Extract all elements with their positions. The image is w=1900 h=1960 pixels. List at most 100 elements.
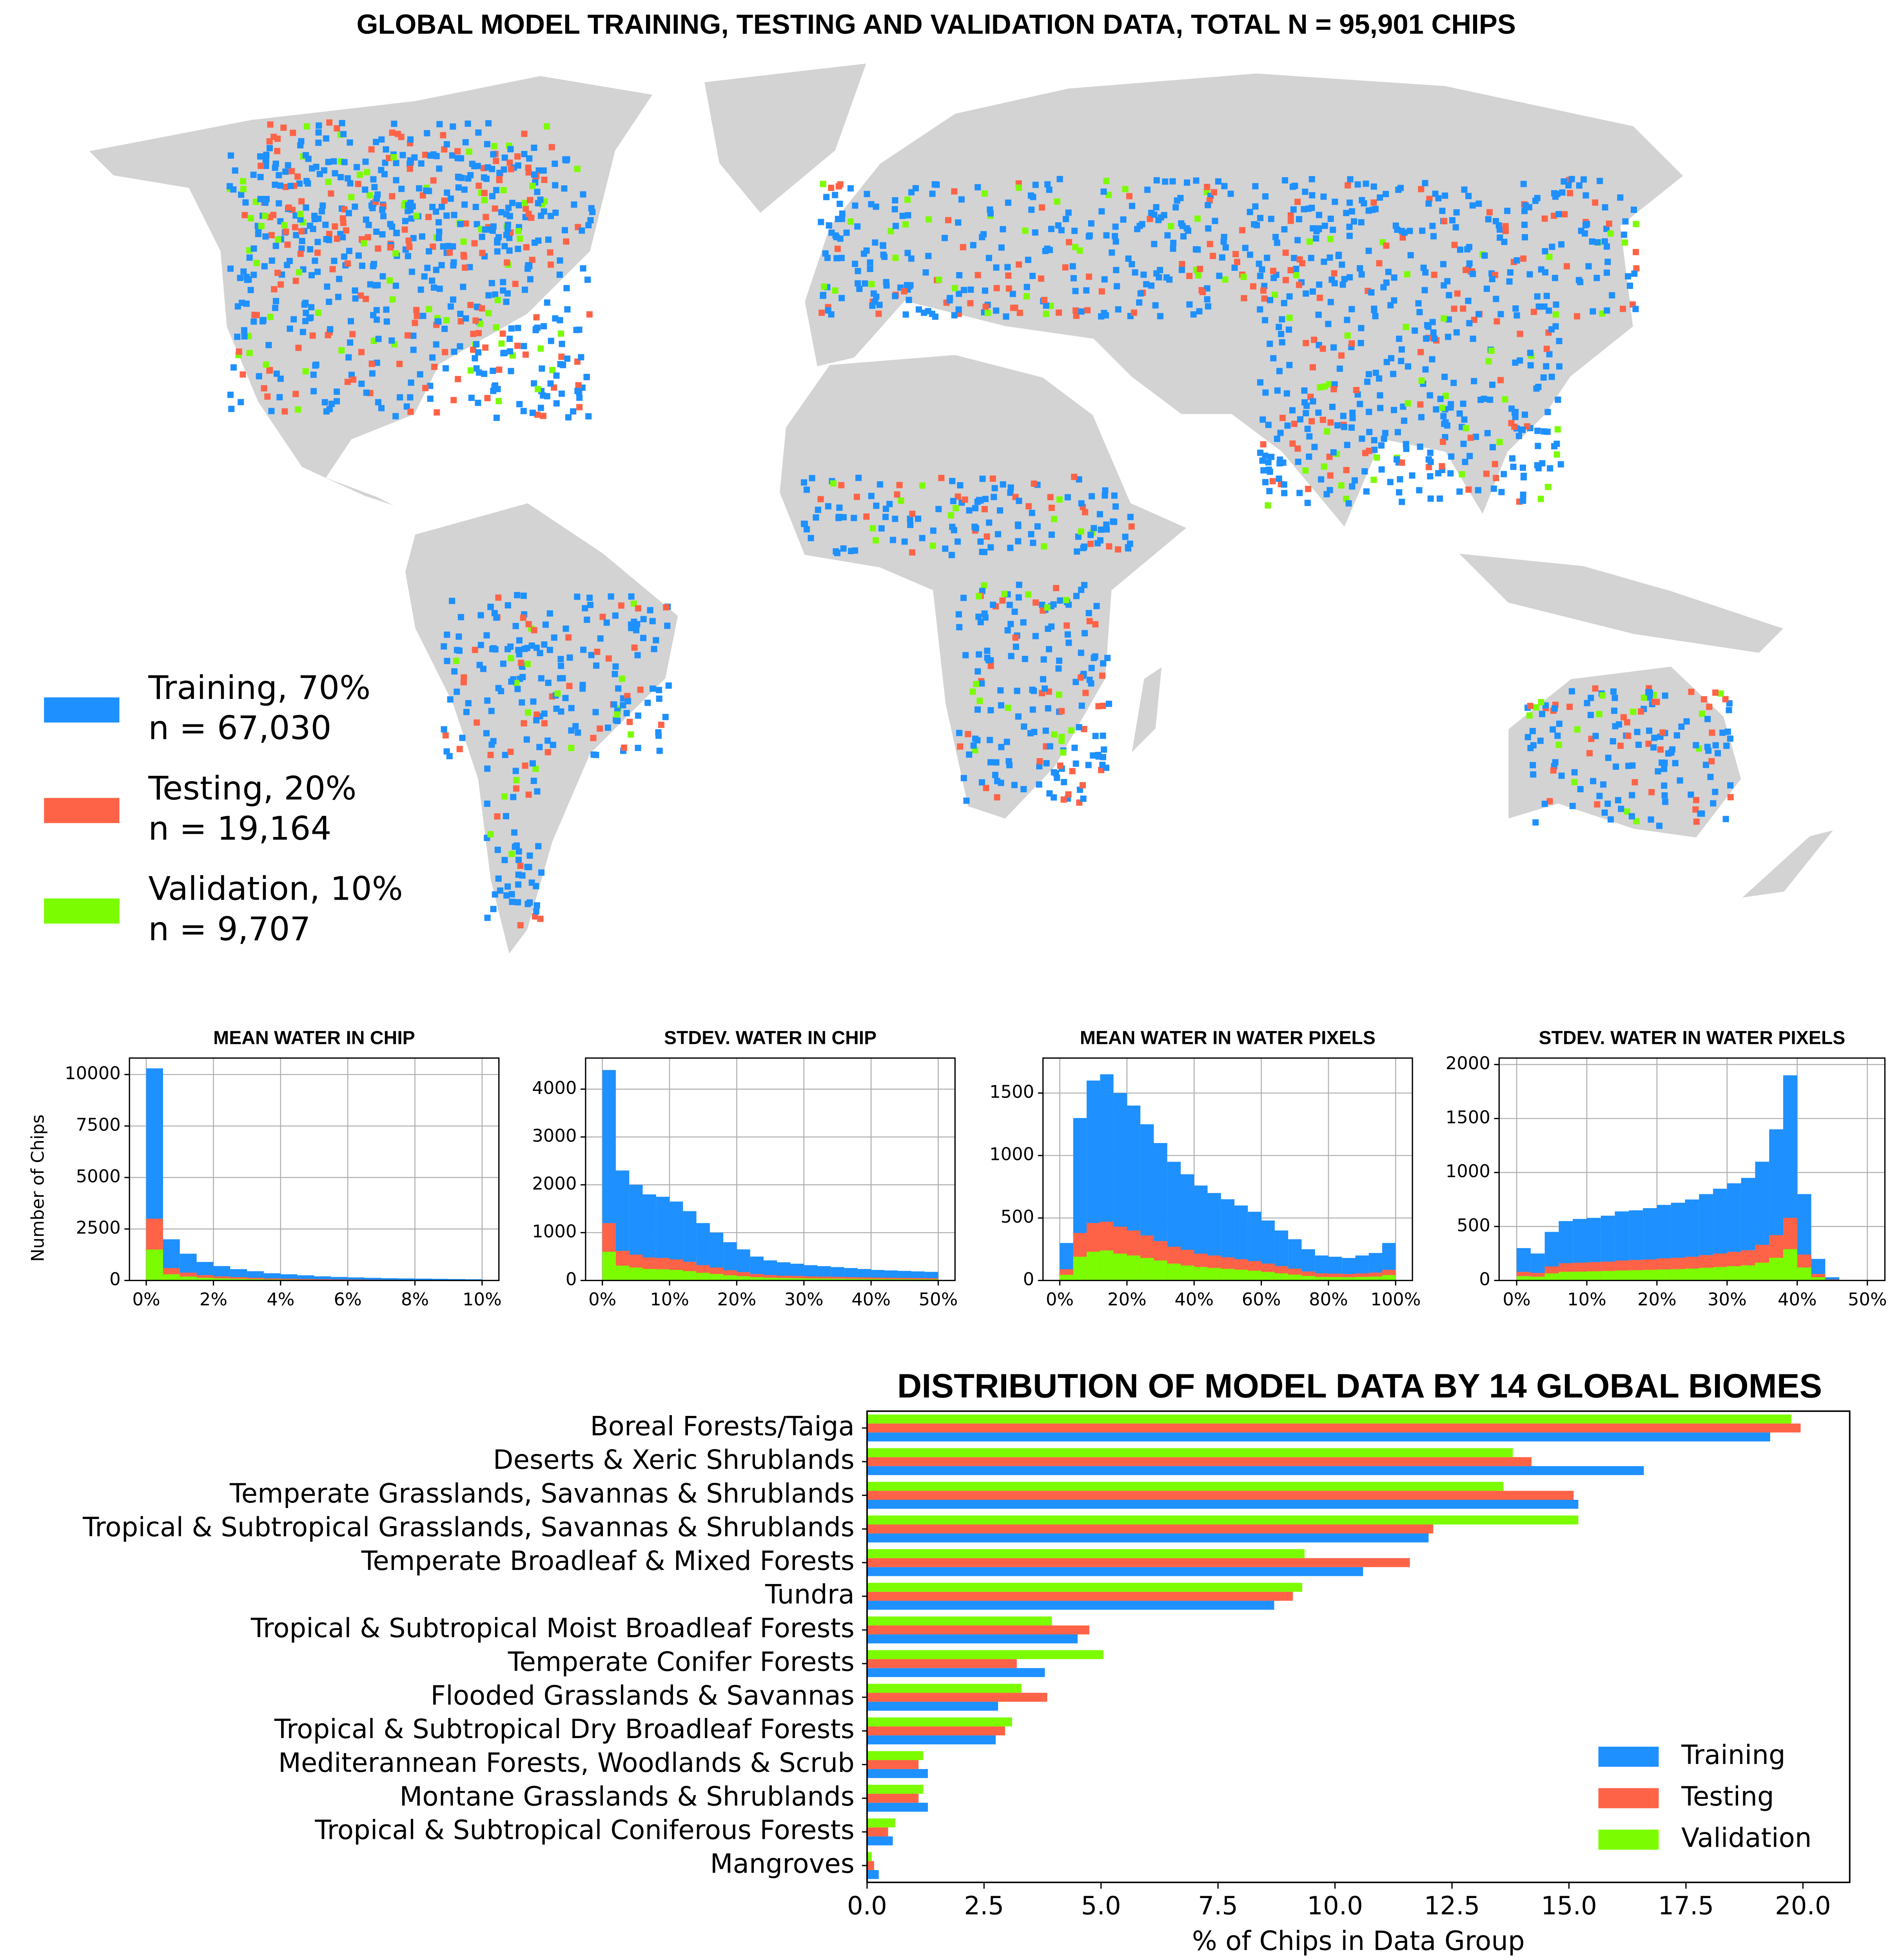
chip xyxy=(929,543,936,549)
chip xyxy=(664,622,671,629)
chip xyxy=(594,648,601,655)
chip xyxy=(473,341,480,348)
chip xyxy=(454,647,460,653)
chip xyxy=(618,602,624,609)
chip xyxy=(1377,392,1383,399)
bar xyxy=(867,1818,895,1828)
chip xyxy=(417,371,423,377)
chip xyxy=(227,152,234,159)
chip xyxy=(1465,193,1472,200)
chip xyxy=(416,185,423,192)
chip xyxy=(892,515,898,522)
chip xyxy=(430,284,437,291)
chip xyxy=(1448,453,1455,460)
chip xyxy=(1100,732,1106,739)
chip xyxy=(1005,272,1012,279)
chip xyxy=(292,278,299,284)
bar xyxy=(867,1769,928,1778)
chip xyxy=(1289,407,1296,414)
chip xyxy=(635,712,641,719)
chip xyxy=(579,227,585,234)
chip xyxy=(563,157,570,164)
chip xyxy=(447,195,454,202)
chip xyxy=(1543,292,1550,299)
chip xyxy=(475,349,482,356)
histogram-bar xyxy=(1657,1269,1671,1281)
chip xyxy=(456,746,463,752)
histogram-bar xyxy=(163,1274,180,1281)
chip xyxy=(820,181,826,187)
chip xyxy=(508,655,514,662)
chip xyxy=(982,614,989,621)
chip xyxy=(1460,441,1467,447)
chip xyxy=(575,729,581,736)
x-tick-label: 15.0 xyxy=(1541,1891,1597,1921)
histogram-bar xyxy=(723,1275,737,1281)
chip xyxy=(1016,261,1022,268)
chip xyxy=(378,136,385,143)
chip xyxy=(417,286,424,293)
chip xyxy=(450,123,456,130)
chip xyxy=(1707,774,1714,780)
chip xyxy=(510,794,517,800)
chip xyxy=(419,192,426,199)
chip xyxy=(504,221,511,228)
chip xyxy=(1383,191,1389,197)
chip xyxy=(373,139,379,145)
histogram-bar xyxy=(1328,1277,1342,1281)
chip xyxy=(980,231,987,238)
chip xyxy=(1717,690,1724,697)
chip xyxy=(894,491,900,498)
chip xyxy=(1066,239,1072,245)
chip xyxy=(1475,311,1482,318)
chip xyxy=(915,515,922,522)
chip xyxy=(620,702,626,708)
chip xyxy=(1087,532,1094,538)
chip xyxy=(427,152,434,159)
chip xyxy=(479,305,485,312)
chip xyxy=(293,232,299,238)
chip xyxy=(1038,275,1044,282)
chip xyxy=(1530,309,1537,315)
chip xyxy=(1371,446,1378,453)
chip xyxy=(250,272,257,278)
chip xyxy=(1041,543,1047,550)
chip xyxy=(1534,427,1541,434)
chip xyxy=(898,497,904,504)
chip xyxy=(1194,215,1201,222)
chip xyxy=(1349,415,1356,421)
chip xyxy=(246,350,253,356)
histogram-bar xyxy=(1087,1252,1100,1281)
chip xyxy=(1549,243,1555,250)
chip xyxy=(956,290,962,297)
chip xyxy=(1122,534,1129,540)
chip xyxy=(1535,303,1542,310)
chip xyxy=(1388,355,1395,361)
chip xyxy=(1131,309,1137,316)
chip xyxy=(1270,355,1277,361)
chip xyxy=(392,282,399,289)
chip xyxy=(352,203,358,210)
chip xyxy=(1045,705,1051,712)
chip xyxy=(445,243,452,249)
chip xyxy=(1058,227,1065,234)
chip xyxy=(1542,248,1548,254)
chip xyxy=(359,262,365,269)
chip xyxy=(358,349,365,356)
chip xyxy=(1344,332,1351,339)
chip xyxy=(1391,297,1397,304)
chip xyxy=(1512,409,1518,416)
chip xyxy=(1673,732,1680,739)
chip xyxy=(1630,207,1637,213)
chip xyxy=(1112,233,1118,240)
chip xyxy=(1291,421,1298,427)
chip xyxy=(442,349,448,356)
chip xyxy=(522,351,529,358)
histogram-bar xyxy=(213,1278,230,1281)
chip xyxy=(889,537,896,543)
chip xyxy=(1361,468,1368,475)
chip xyxy=(1270,268,1276,274)
chip xyxy=(514,343,521,349)
chip xyxy=(475,330,482,336)
histogram-bar xyxy=(1530,1276,1545,1281)
